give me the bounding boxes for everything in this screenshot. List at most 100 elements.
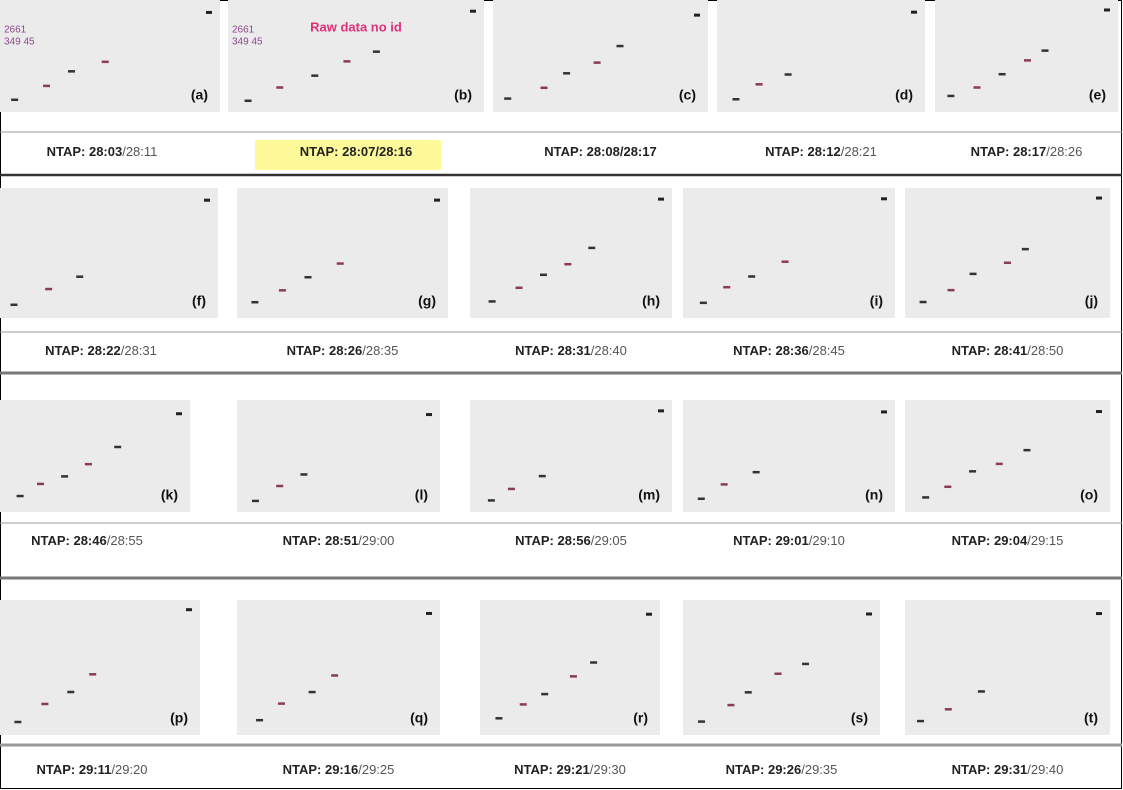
radar-image [717,0,925,112]
caption: NTAP: 28:41/28:50 [952,343,1064,358]
blip [541,87,548,90]
caption-time: NTAP: 28:22 [45,343,121,358]
blip [426,413,432,416]
blip [1022,248,1029,251]
caption: NTAP: 29:11/29:20 [36,762,147,777]
blip [434,199,440,202]
caption-time: NTAP: 28:41 [952,343,1028,358]
caption-time: /29:40 [1027,762,1063,777]
caption: NTAP: 29:01/29:10 [733,533,845,548]
caption-time: NTAP: 29:11 [36,762,111,777]
radar-image [905,188,1110,318]
blip [978,690,985,693]
caption: NTAP: 28:22/28:31 [45,343,157,358]
radar-image [237,400,440,512]
blip [564,263,571,266]
blip [970,273,977,276]
panel-label: (k) [161,487,178,503]
radar-image [0,0,220,112]
caption-time: NTAP: 28:56 [515,533,591,548]
blip [588,247,595,250]
blip [14,721,21,724]
blip [61,475,68,478]
panel-label: (r) [633,710,648,726]
blip [300,473,307,476]
caption-time: NTAP: 28:03 [47,144,123,159]
blip [721,483,728,486]
caption-time: NTAP: 29:01 [733,533,809,548]
caption: NTAP: 28:03/28:11 [47,144,158,159]
annotation: 2661 [232,25,255,36]
blip [1096,612,1102,615]
blip [256,719,263,722]
caption-time: NTAP: 28:12 [765,144,841,159]
caption-time: NTAP: 29:04 [952,533,1028,548]
panel-label: (o) [1080,487,1098,503]
blip [37,483,44,486]
panel-label: (e) [1089,87,1106,103]
blip [206,11,212,14]
caption: NTAP: 29:26/29:35 [726,762,838,777]
caption: NTAP: 29:04/29:15 [952,533,1064,548]
blip [337,262,344,265]
radar-image [683,400,895,512]
caption: NTAP: 28:26/28:35 [287,343,399,358]
blip [753,471,760,474]
blip [311,74,318,77]
blip [85,463,92,466]
caption-time: /29:05 [591,533,627,548]
caption-time: NTAP: 29:31 [952,762,1028,777]
blip [973,86,980,89]
caption: NTAP: 28:12/28:21 [765,144,877,159]
radar-image [905,600,1110,735]
caption-time: /29:30 [590,762,626,777]
caption: NTAP: 28:07/28:16 [300,144,412,159]
caption-time: /29:00 [358,533,394,548]
blip [802,663,809,666]
blip [617,45,624,48]
blip [76,275,83,278]
radar-image [228,0,484,112]
caption: NTAP: 29:31/29:40 [952,762,1064,777]
blip [10,304,17,307]
caption-time: /29:20 [111,762,147,777]
blip [470,10,476,13]
blip [43,85,50,88]
panel-label: (d) [895,87,913,103]
annotation: 2661 [4,25,27,36]
blip [309,691,316,694]
panel-label: (i) [870,293,883,309]
blip [508,488,515,491]
blip [114,446,121,449]
blip [373,50,380,53]
panel-label: (l) [415,487,428,503]
blip [1096,197,1102,200]
caption-time: /28:26 [1046,144,1082,159]
caption-time: /28:45 [809,343,845,358]
blip [489,300,496,303]
blip [782,260,789,263]
blip [947,95,954,98]
blip [658,198,664,201]
caption-time: /29:35 [801,762,837,777]
blip [723,286,730,289]
blip [252,500,259,503]
panel-label: (m) [638,487,660,503]
caption: NTAP: 29:21/29:30 [514,762,626,777]
blip [745,691,752,694]
caption: NTAP: 28:08/28:17 [544,144,656,159]
panel-label: (s) [851,710,868,726]
blip [594,61,601,64]
blip [516,287,523,290]
radar-image [493,0,708,112]
panel-label: (a) [191,87,208,103]
blip [520,703,527,706]
blip [278,702,285,705]
caption-time: NTAP: 29:16 [283,762,359,777]
caption-time: NTAP: 29:21 [514,762,590,777]
blip [89,673,96,676]
blip [732,98,739,101]
blip [698,498,705,501]
blip [922,496,929,499]
blip [488,499,495,502]
